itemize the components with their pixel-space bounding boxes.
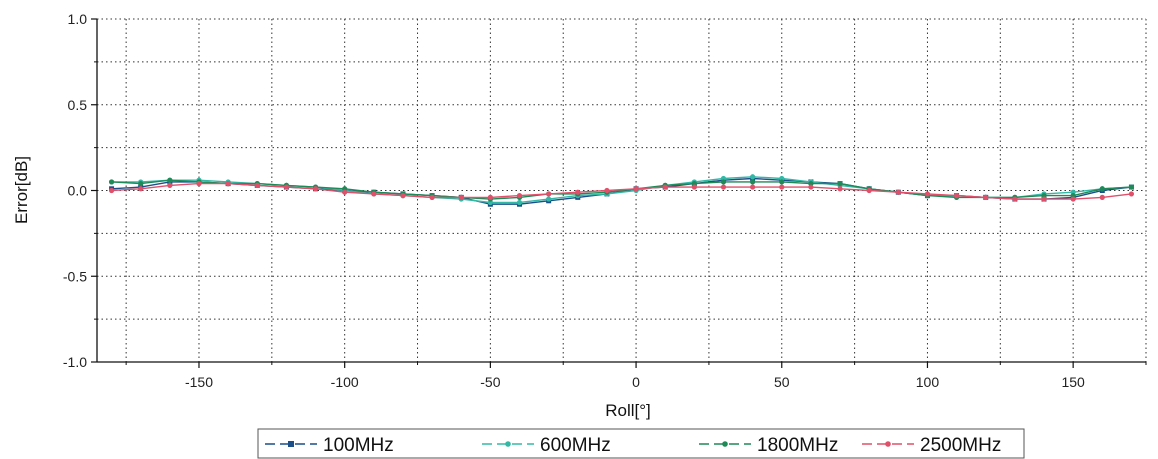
data-point-2500MHz: [1099, 194, 1105, 200]
data-point-1800MHz: [167, 177, 173, 183]
data-point-2500MHz: [342, 189, 348, 195]
series-line-2500MHz: [111, 182, 1132, 200]
data-point-2500MHz: [779, 184, 785, 190]
data-point-1800MHz: [779, 179, 785, 185]
data-point-2500MHz: [808, 184, 814, 190]
x-tick-label: -100: [331, 374, 359, 390]
data-point-1800MHz: [1099, 186, 1105, 192]
data-point-2500MHz: [575, 189, 581, 195]
data-point-2500MHz: [400, 193, 406, 199]
y-tick-label: 0.0: [68, 183, 88, 199]
data-point-1800MHz: [108, 179, 115, 185]
data-point-2500MHz: [983, 194, 989, 200]
data-point-2500MHz: [254, 182, 260, 188]
data-point-2500MHz: [895, 189, 901, 195]
data-point-2500MHz: [138, 186, 144, 192]
legend-label-600MHz: 600MHz: [540, 435, 611, 456]
legend-marker-100MHz: [288, 441, 294, 447]
data-point-600MHz: [750, 174, 756, 180]
data-point-2500MHz: [283, 184, 290, 190]
x-axis-label: Roll[°]: [605, 401, 651, 420]
y-axis-label: Error[dB]: [12, 156, 31, 224]
data-point-2500MHz: [604, 187, 610, 194]
data-point-2500MHz: [866, 187, 872, 194]
x-tick-label: 100: [916, 374, 940, 390]
data-point-2500MHz: [633, 186, 639, 192]
x-tick-label: -50: [480, 374, 500, 390]
y-ticks: 1.0 0.5 0.0 -0.5 -1.0: [63, 11, 97, 370]
data-point-2500MHz: [196, 181, 202, 187]
data-point-2500MHz: [924, 191, 931, 197]
x-tick-label: 0: [632, 374, 640, 390]
data-point-600MHz: [516, 199, 523, 206]
data-point-2500MHz: [662, 184, 668, 190]
data-point-2500MHz: [225, 181, 231, 187]
data-point-600MHz: [546, 196, 552, 202]
data-point-2500MHz: [953, 193, 960, 199]
data-point-2500MHz: [487, 194, 493, 200]
legend-label-2500MHz: 2500MHz: [920, 435, 1001, 456]
legend-label-1800MHz: 1800MHz: [757, 435, 838, 456]
data-point-2500MHz: [108, 187, 115, 194]
data-point-2500MHz: [429, 194, 435, 200]
y-tick-label: -1.0: [63, 354, 87, 370]
legend-marker-1800MHz: [722, 441, 728, 447]
y-tick-label: -0.5: [63, 268, 87, 284]
x-tick-label: 150: [1061, 374, 1085, 390]
data-point-2500MHz: [750, 184, 756, 190]
y-tick-label: 1.0: [68, 11, 88, 27]
data-point-2500MHz: [1012, 196, 1018, 202]
series-line-100MHz: [111, 177, 1132, 205]
legend-label-100MHz: 100MHz: [323, 435, 394, 456]
data-point-1800MHz: [720, 179, 727, 185]
data-point-2500MHz: [516, 193, 523, 199]
data-point-1800MHz: [1128, 184, 1135, 190]
data-point-2500MHz: [546, 191, 552, 197]
data-point-2500MHz: [371, 191, 377, 197]
data-point-1800MHz: [138, 181, 144, 187]
data-point-2500MHz: [458, 194, 464, 200]
series-line-1800MHz: [111, 179, 1132, 200]
data-point-2500MHz: [167, 182, 173, 188]
data-point-2500MHz: [837, 186, 843, 192]
data-point-2500MHz: [1128, 191, 1135, 197]
data-point-1800MHz: [837, 181, 843, 187]
y-tick-label: 0.5: [68, 97, 88, 113]
legend-marker-600MHz: [505, 441, 511, 447]
data-point-2500MHz: [312, 186, 319, 192]
series-group: [108, 174, 1135, 207]
data-point-1800MHz: [750, 179, 756, 185]
data-point-2500MHz: [1041, 196, 1047, 202]
x-tick-label: 50: [774, 374, 790, 390]
data-point-2500MHz: [720, 184, 727, 190]
legend-marker-2500MHz: [885, 441, 891, 447]
x-tick-label: -150: [185, 374, 213, 390]
x-ticks: -150 -100 -50 0 50 100 150: [125, 362, 1147, 390]
data-point-2500MHz: [1070, 196, 1076, 202]
legend: 100MHz 600MHz 1800MHz 2500MHz: [257, 428, 1025, 459]
data-point-2500MHz: [691, 184, 697, 190]
